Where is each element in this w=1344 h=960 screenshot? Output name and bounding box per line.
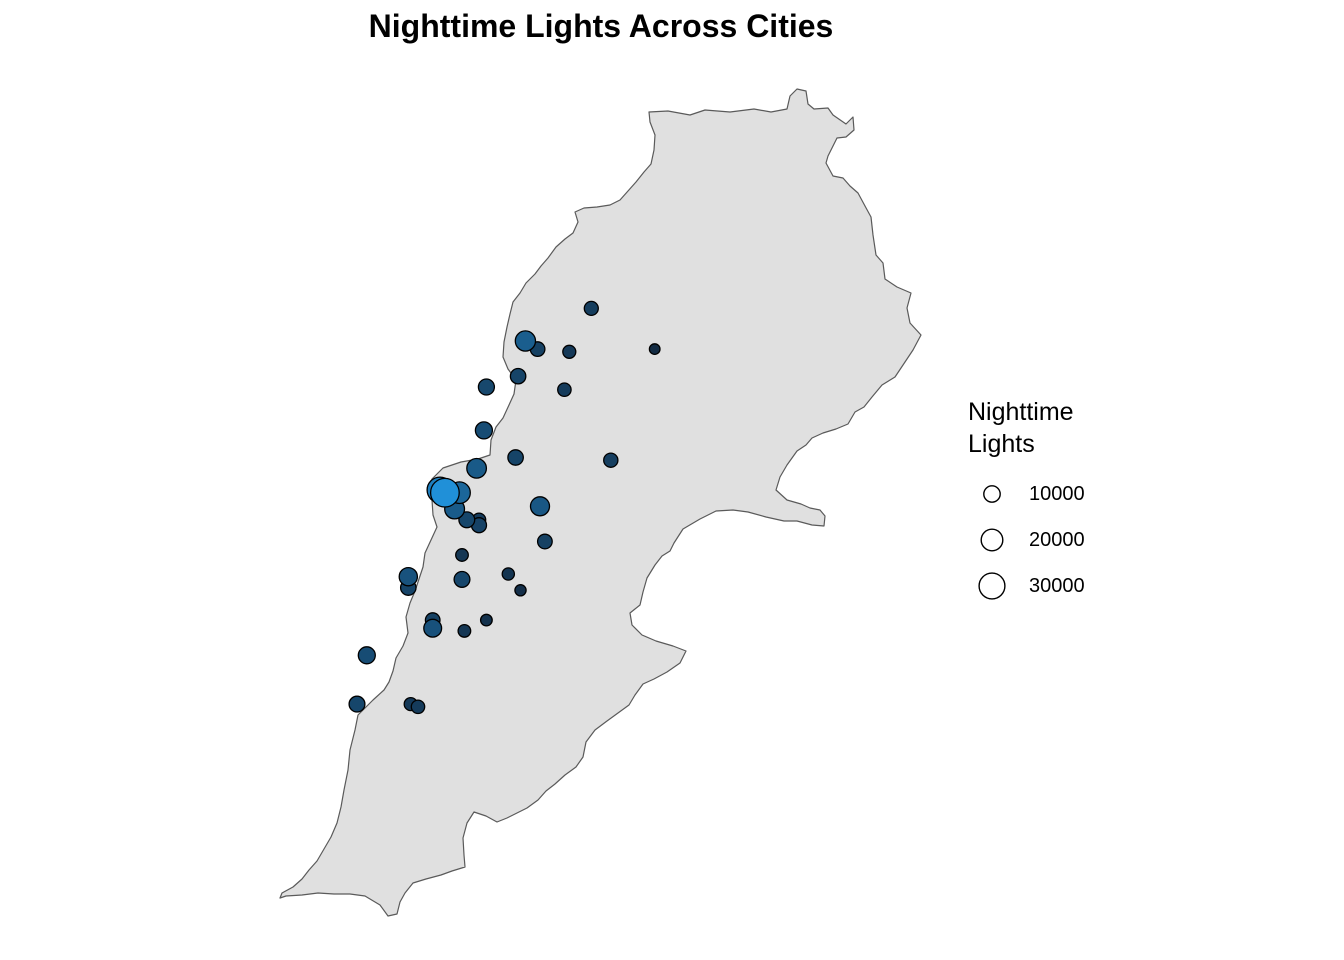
city-point	[474, 421, 494, 440]
city-point	[458, 511, 476, 529]
city-point	[501, 567, 516, 581]
city-point	[648, 343, 661, 356]
legend-item: 20000	[968, 518, 1168, 558]
city-point	[457, 623, 472, 638]
legend-item: 10000	[968, 472, 1168, 512]
city-point	[466, 457, 488, 479]
legend-label: 10000	[1029, 483, 1085, 505]
legend-title-line-2: Lights	[968, 430, 1035, 458]
city-point	[557, 382, 572, 398]
city-point	[348, 695, 366, 713]
city-points	[348, 300, 661, 715]
city-point	[514, 330, 537, 352]
legend-item: 30000	[968, 564, 1168, 604]
legend-key-circle	[980, 528, 1004, 552]
city-point	[479, 613, 493, 627]
city-point	[477, 378, 496, 396]
city-point	[357, 646, 376, 665]
city-point	[455, 548, 469, 562]
city-point	[507, 449, 524, 466]
city-point	[529, 496, 551, 517]
map-title: Nighttime Lights Across Cities	[368, 8, 834, 44]
lebanon-outline	[279, 88, 922, 917]
legend-title: Nighttime Lights	[968, 396, 1168, 460]
legend-label: 20000	[1029, 529, 1085, 551]
legend: Nighttime Lights 10000 20000 30000	[968, 396, 1168, 600]
city-point	[429, 477, 460, 508]
city-point	[603, 452, 619, 468]
city-point	[423, 618, 443, 638]
city-point	[562, 344, 577, 359]
city-point	[410, 699, 426, 715]
city-point	[536, 533, 553, 550]
legend-label: 30000	[1029, 575, 1085, 597]
city-point	[398, 566, 419, 587]
legend-key-circle	[978, 572, 1006, 600]
city-point	[514, 584, 527, 597]
city-point	[583, 300, 599, 317]
legend-title-line-1: Nighttime	[968, 398, 1074, 426]
city-point	[453, 570, 471, 588]
legend-key-circle	[983, 485, 1001, 503]
city-point	[509, 367, 527, 385]
